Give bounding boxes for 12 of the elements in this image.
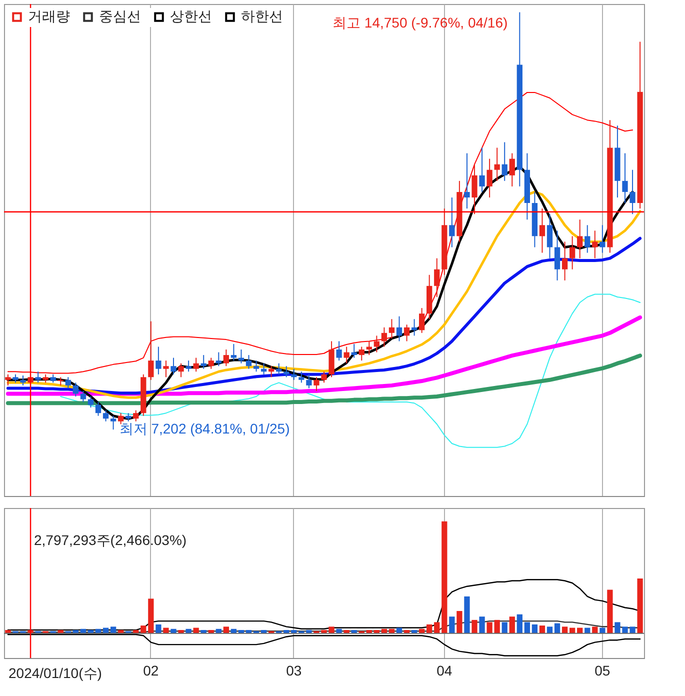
x-tick-label: 03 [286, 662, 302, 678]
annotation: 최고 14,750 (-9.76%, 04/16) [332, 14, 508, 30]
annotation: 최저 7,202 (84.81%, 01/25) [119, 420, 290, 437]
legend-label: 하한선 [241, 8, 283, 24]
x-tick-label: 02 [143, 662, 159, 678]
legend-label: 거래량 [28, 8, 70, 24]
annotation: 2,797,293주(2,466.03%) [34, 532, 187, 548]
text: 2024/01/10(수) [8, 665, 102, 681]
legend-label: 중심선 [99, 8, 141, 24]
legend-label: 상한선 [170, 8, 212, 24]
x-tick-label: 04 [436, 662, 452, 678]
x-tick-label: 05 [594, 662, 610, 678]
